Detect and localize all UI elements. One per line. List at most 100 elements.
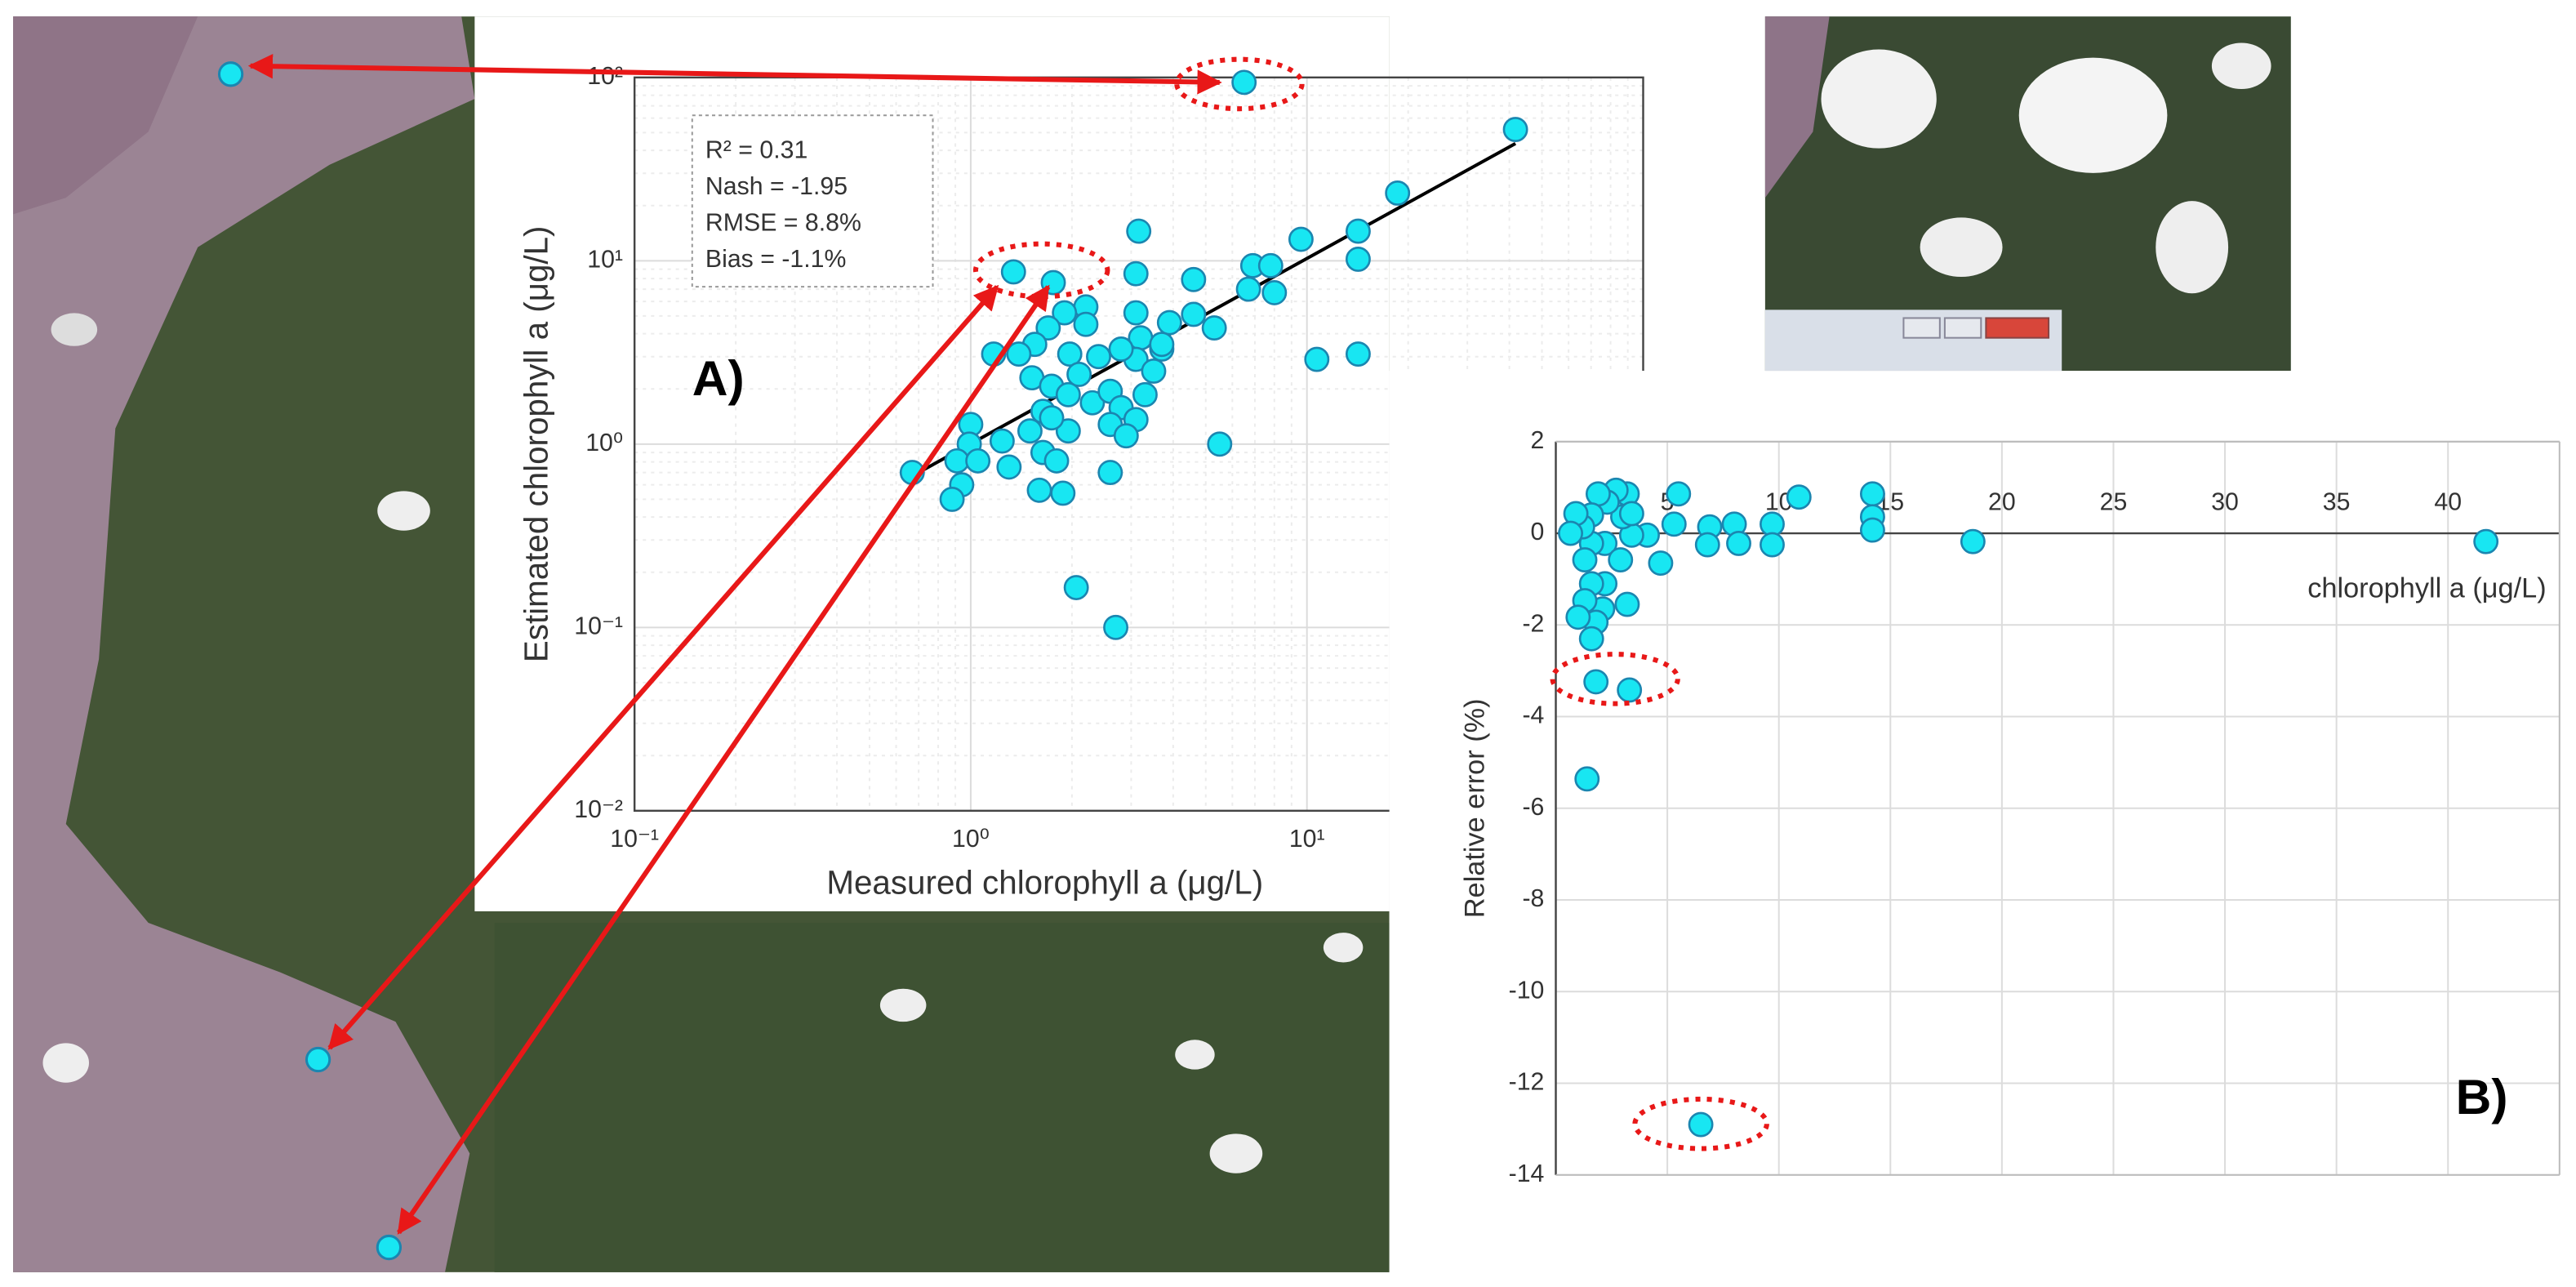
data-point (1043, 448, 1070, 474)
map-location (376, 1234, 403, 1261)
y-tick-label: 10¹ (587, 246, 623, 273)
x-tick-label: 20 (1988, 489, 2016, 516)
y-axis-label: Relative error (%) (1460, 698, 1491, 918)
arrow (247, 54, 1222, 95)
data-point (1181, 266, 1207, 292)
data-point (1345, 341, 1371, 367)
data-point (1097, 460, 1123, 486)
arrow (396, 284, 1051, 1235)
data-point (1648, 550, 1674, 576)
y-tick-label: -2 (1522, 610, 1544, 637)
data-point (1000, 259, 1026, 285)
data-point (1565, 604, 1591, 630)
data-point (1149, 332, 1175, 358)
data-point (1572, 547, 1598, 573)
data-point (1079, 390, 1106, 416)
x-tick-label: 30 (2211, 489, 2239, 516)
data-point (939, 486, 965, 512)
data-point (1288, 226, 1314, 252)
highlight-ellipse (972, 241, 1110, 300)
data-point (1126, 218, 1152, 244)
data-point (1039, 405, 1065, 431)
data-point (1618, 501, 1644, 527)
data-point (1583, 669, 1609, 695)
data-point (1141, 358, 1167, 384)
x-tick-label: 25 (2100, 489, 2128, 516)
y-tick-label: -4 (1522, 702, 1544, 729)
highlight-ellipse (1550, 652, 1680, 706)
data-point (1608, 547, 1634, 573)
y-tick-label: 10⁻¹ (574, 612, 623, 639)
data-point (1760, 532, 1785, 558)
data-point (1050, 480, 1076, 506)
annotations (217, 54, 1769, 1261)
data-point (1113, 423, 1139, 449)
x-axis-label: Measured chlorophyll a (μg/L) (826, 863, 1263, 901)
data-point (1661, 511, 1687, 537)
data-point (1006, 341, 1032, 367)
data-point (1207, 431, 1233, 457)
data-point (1055, 381, 1081, 407)
stats-text: Bias = -1.1% (705, 246, 846, 273)
data-point (1181, 301, 1207, 327)
highlight-ellipse (1632, 1096, 1769, 1151)
y-tick-label: 10⁰ (585, 430, 623, 456)
y-tick-label: 2 (1531, 427, 1545, 454)
data-point (1086, 344, 1111, 370)
x-tick-label: 10⁰ (952, 826, 990, 853)
data-point (1231, 69, 1257, 96)
x-axis-label: chlorophyll a (μg/L) (2307, 572, 2546, 603)
data-point (944, 448, 970, 474)
data-point (1052, 300, 1078, 326)
data-point (1614, 591, 1640, 617)
data-point (1617, 677, 1643, 703)
data-point (1688, 1111, 1714, 1138)
data-point (1235, 276, 1261, 302)
data-point (989, 428, 1015, 454)
data-point (1385, 180, 1411, 206)
data-point (996, 454, 1022, 480)
data-point (1304, 346, 1330, 372)
data-point (1123, 261, 1149, 287)
x-tick-label: 40 (2434, 489, 2462, 516)
map-location (305, 1046, 331, 1073)
data-point (1108, 336, 1134, 362)
panel-background (1389, 371, 1653, 1287)
data-point (1574, 766, 1600, 792)
chart-b: 5 10 15 20 25 30 35 40-14-12-10-8-6-4-202chloro… (1460, 427, 2560, 1187)
data-point (2473, 528, 2499, 554)
data-point (1132, 381, 1158, 407)
data-point (1726, 530, 1751, 556)
map-location (217, 61, 244, 87)
data-point (1066, 362, 1092, 387)
data-point (1345, 218, 1371, 244)
data-point (1156, 310, 1182, 336)
highlight-ellipse (1174, 56, 1305, 112)
data-point (1261, 279, 1288, 305)
data-point (1960, 528, 1986, 554)
data-point (1666, 481, 1692, 507)
data-point (965, 448, 991, 474)
data-point (1026, 477, 1052, 503)
data-point (1063, 575, 1089, 600)
data-point (1017, 418, 1043, 444)
y-tick-label: 10⁻² (574, 796, 623, 823)
data-point (1694, 532, 1720, 558)
y-tick-label: -8 (1522, 885, 1544, 912)
data-point (1201, 315, 1227, 341)
data-point (1859, 517, 1885, 543)
data-point (1859, 481, 1885, 507)
y-tick-label: 0 (1531, 519, 1545, 546)
x-tick-label: 35 (2323, 489, 2351, 516)
data-point (1502, 117, 1528, 143)
data-point (1123, 300, 1149, 326)
data-point (1585, 481, 1611, 507)
inset-image (1764, 16, 2291, 372)
panel-label: A) (692, 350, 745, 406)
y-tick-label: -6 (1522, 794, 1544, 821)
y-tick-label: -10 (1509, 977, 1545, 1004)
y-tick-label: -14 (1509, 1160, 1545, 1187)
data-point (1786, 484, 1812, 510)
stats-text: R² = 0.31 (705, 137, 808, 164)
